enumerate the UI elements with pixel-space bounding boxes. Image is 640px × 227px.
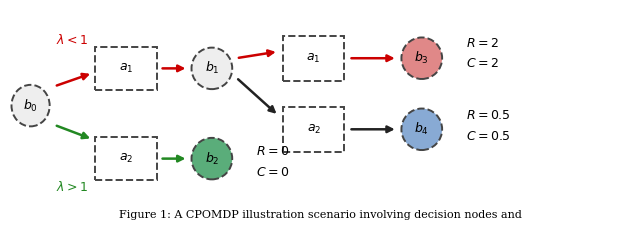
- FancyBboxPatch shape: [283, 36, 344, 81]
- Text: $\lambda < 1$: $\lambda < 1$: [56, 33, 88, 47]
- Ellipse shape: [401, 37, 442, 79]
- Text: Figure 1: A CPOMDP illustration scenario involving decision nodes and: Figure 1: A CPOMDP illustration scenario…: [118, 210, 522, 220]
- FancyBboxPatch shape: [95, 137, 157, 180]
- Text: $R = 2$: $R = 2$: [467, 37, 499, 50]
- Text: $R = 0$: $R = 0$: [257, 145, 289, 158]
- Text: $C = 0$: $C = 0$: [257, 166, 289, 179]
- FancyBboxPatch shape: [95, 47, 157, 90]
- Text: $b_4$: $b_4$: [414, 121, 429, 137]
- Text: $R = 0.5$: $R = 0.5$: [467, 109, 511, 122]
- Text: $a_2$: $a_2$: [307, 123, 321, 136]
- Text: $C = 0.5$: $C = 0.5$: [467, 130, 511, 143]
- Text: $b_0$: $b_0$: [23, 98, 38, 114]
- Text: $b_1$: $b_1$: [205, 60, 220, 76]
- FancyBboxPatch shape: [283, 107, 344, 152]
- Text: $a_2$: $a_2$: [119, 152, 133, 165]
- Ellipse shape: [401, 109, 442, 150]
- Text: $\lambda > 1$: $\lambda > 1$: [56, 180, 88, 194]
- Ellipse shape: [12, 85, 50, 126]
- Text: $b_2$: $b_2$: [205, 151, 219, 167]
- Text: $a_1$: $a_1$: [119, 62, 133, 75]
- Text: $a_1$: $a_1$: [307, 52, 321, 65]
- Ellipse shape: [191, 48, 232, 89]
- Text: $C = 2$: $C = 2$: [467, 57, 499, 70]
- Text: $b_3$: $b_3$: [414, 50, 429, 66]
- Ellipse shape: [191, 138, 232, 179]
